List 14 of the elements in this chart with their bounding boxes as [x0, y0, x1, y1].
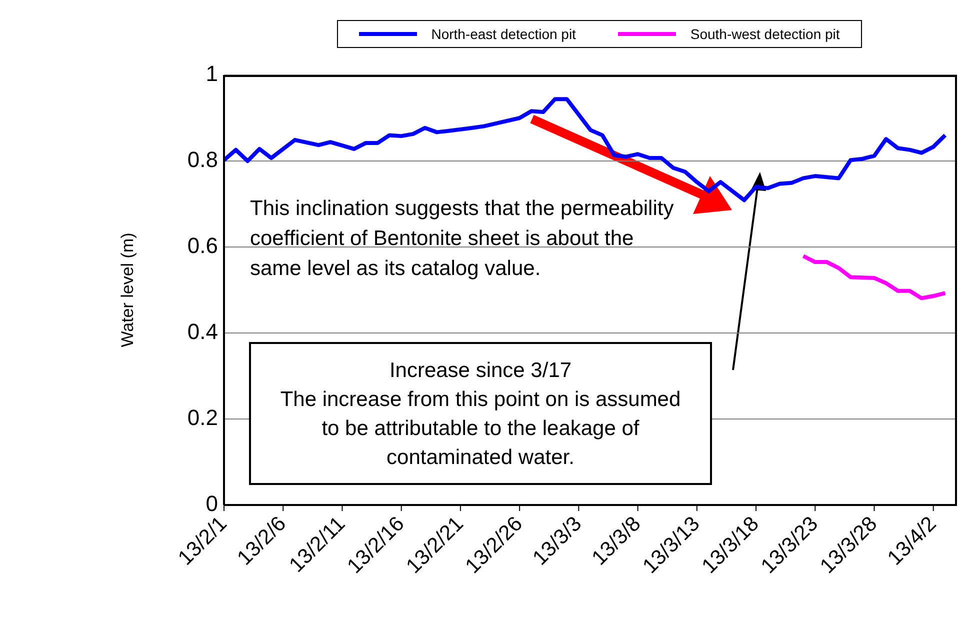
line-series [801, 254, 948, 300]
y-axis-title: Water level (m) [118, 232, 138, 348]
note-box: Increase since 3/17 The increase from this point on is assumed to be attributable to the leakage of contaminated water. [249, 342, 712, 485]
y-tick-label: 0.6 [187, 232, 218, 258]
y-tick-label: 1 [206, 60, 218, 86]
annotation: The increase from this point on is assumed to be attributable to the leakage of contaminated water. [279, 386, 682, 470]
y-tick-label: 0.4 [187, 318, 218, 344]
y-tick-label: 0.8 [187, 146, 218, 172]
annotation: Increase since 3/17 [389, 358, 572, 384]
y-tick-label: 0 [206, 490, 218, 516]
legend-label: South-west detection pit [690, 26, 840, 42]
y-tick-label: 0.2 [187, 404, 218, 430]
legend-label: North-east detection pit [431, 26, 576, 42]
annotation: This inclination suggests that the permeability coefficient of Bentonite sheet is about the same level as its catalog value. [250, 196, 675, 282]
